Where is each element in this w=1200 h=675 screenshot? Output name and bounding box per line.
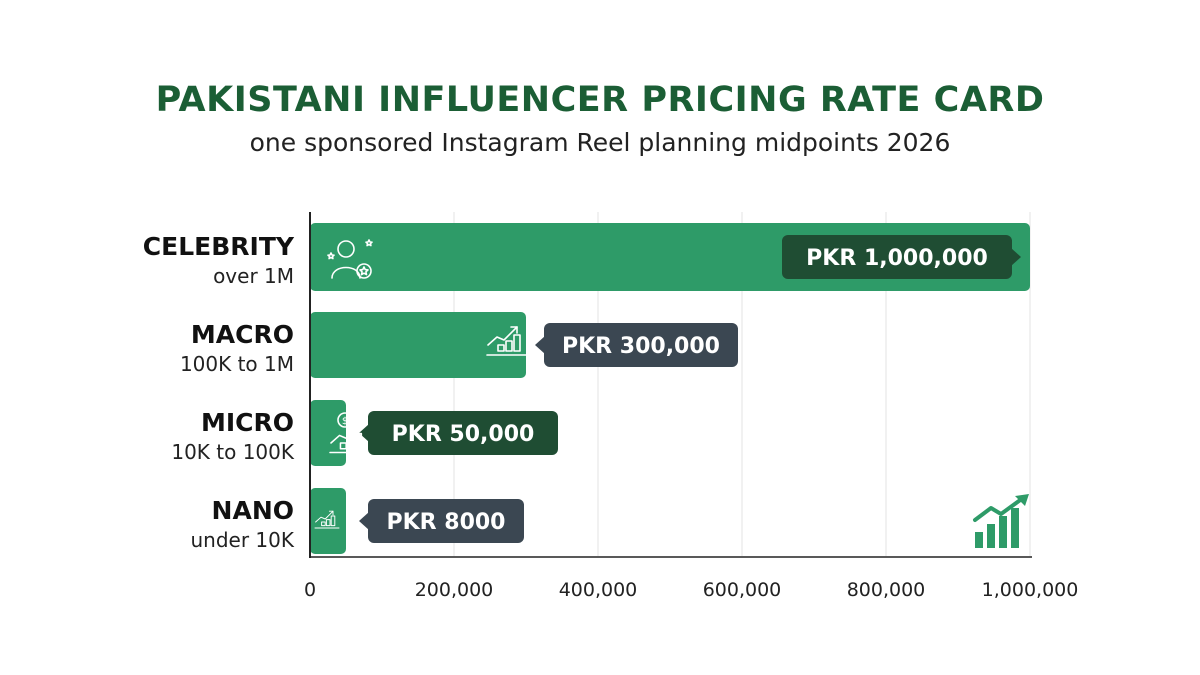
value-label: PKR 1,000,000 <box>782 235 1021 279</box>
x-tick-label: 600,000 <box>703 579 782 601</box>
value-label-pointer <box>535 336 545 354</box>
category-range-label: under 10K <box>191 528 295 552</box>
icon-bar <box>321 521 326 527</box>
corner-icon-bar <box>999 516 1007 548</box>
category-label: CELEBRITY <box>143 232 295 261</box>
value-label-box <box>782 235 1012 279</box>
value-label: PKR 300,000 <box>535 323 738 367</box>
value-label-pointer <box>359 512 369 530</box>
bar-macro <box>310 312 526 378</box>
icon-star-left <box>327 252 335 260</box>
value-label-text: PKR 1,000,000 <box>806 246 988 271</box>
icon-star-right <box>365 239 373 247</box>
small-growth-chart-icon <box>314 510 340 529</box>
bar-nano <box>310 488 346 554</box>
celebrity-person-star-icon <box>327 239 373 279</box>
chart-title: PAKISTANI INFLUENCER PRICING RATE CARD <box>155 80 1045 120</box>
icon-bar <box>347 438 355 450</box>
icon-head <box>337 240 355 258</box>
category-range-label: 100K to 1M <box>180 352 294 376</box>
icon-bar <box>325 519 331 527</box>
icon-bar <box>354 432 363 450</box>
x-tick-label: 800,000 <box>847 579 926 601</box>
value-label: PKR 50,000 <box>359 411 558 455</box>
value-label-pointer <box>1011 248 1021 266</box>
icon-bar <box>497 344 505 352</box>
icon-arrow-head <box>510 326 518 334</box>
category-label: MICRO <box>201 408 294 437</box>
x-tick-label: 1,000,000 <box>982 579 1079 601</box>
icon-arrow-head <box>352 425 360 433</box>
icon-bar <box>505 340 513 352</box>
chart-subtitle: one sponsored Instagram Reel planning mi… <box>249 128 951 157</box>
value-label-box <box>368 499 524 543</box>
value-label-box <box>544 323 738 367</box>
value-label-box <box>368 411 558 455</box>
icon-bar <box>339 442 347 450</box>
icon-bar <box>330 515 336 527</box>
value-label: PKR 8000 <box>359 499 524 543</box>
corner-icon-arrow <box>1015 494 1029 506</box>
value-label-text: PKR 8000 <box>386 510 505 535</box>
growth-chart-icon <box>486 326 528 356</box>
bar-micro <box>310 400 346 466</box>
x-tick-label: 0 <box>304 579 316 601</box>
icon-body <box>331 266 361 279</box>
growth-trend-icon <box>973 494 1029 548</box>
corner-icon-bar <box>1011 508 1019 548</box>
value-label-text: PKR 50,000 <box>392 422 535 447</box>
category-range-label: over 1M <box>213 264 294 288</box>
category-label: MACRO <box>191 320 294 349</box>
icon-dollar-sign: $ <box>342 416 348 427</box>
icon-trend-line <box>330 425 360 444</box>
icon-trend-line <box>315 510 334 523</box>
category-label: NANO <box>212 496 294 525</box>
icon-dollar-circle <box>337 412 353 428</box>
value-label-pointer <box>359 424 369 442</box>
x-tick-label: 400,000 <box>559 579 638 601</box>
icon-arrow-head <box>328 510 334 516</box>
x-tick-label: 200,000 <box>415 579 494 601</box>
corner-icon-bar <box>987 524 995 548</box>
icon-bar <box>513 334 521 352</box>
dollar-growth-chart-icon <box>329 425 369 454</box>
corner-icon-bar <box>975 532 983 548</box>
value-label-text: PKR 300,000 <box>562 334 720 359</box>
icon-badge-star <box>359 266 369 276</box>
corner-icon-trend <box>973 496 1025 522</box>
icon-badge <box>356 263 372 279</box>
icon-trend-line <box>487 326 518 346</box>
category-range-label: 10K to 100K <box>171 440 295 464</box>
